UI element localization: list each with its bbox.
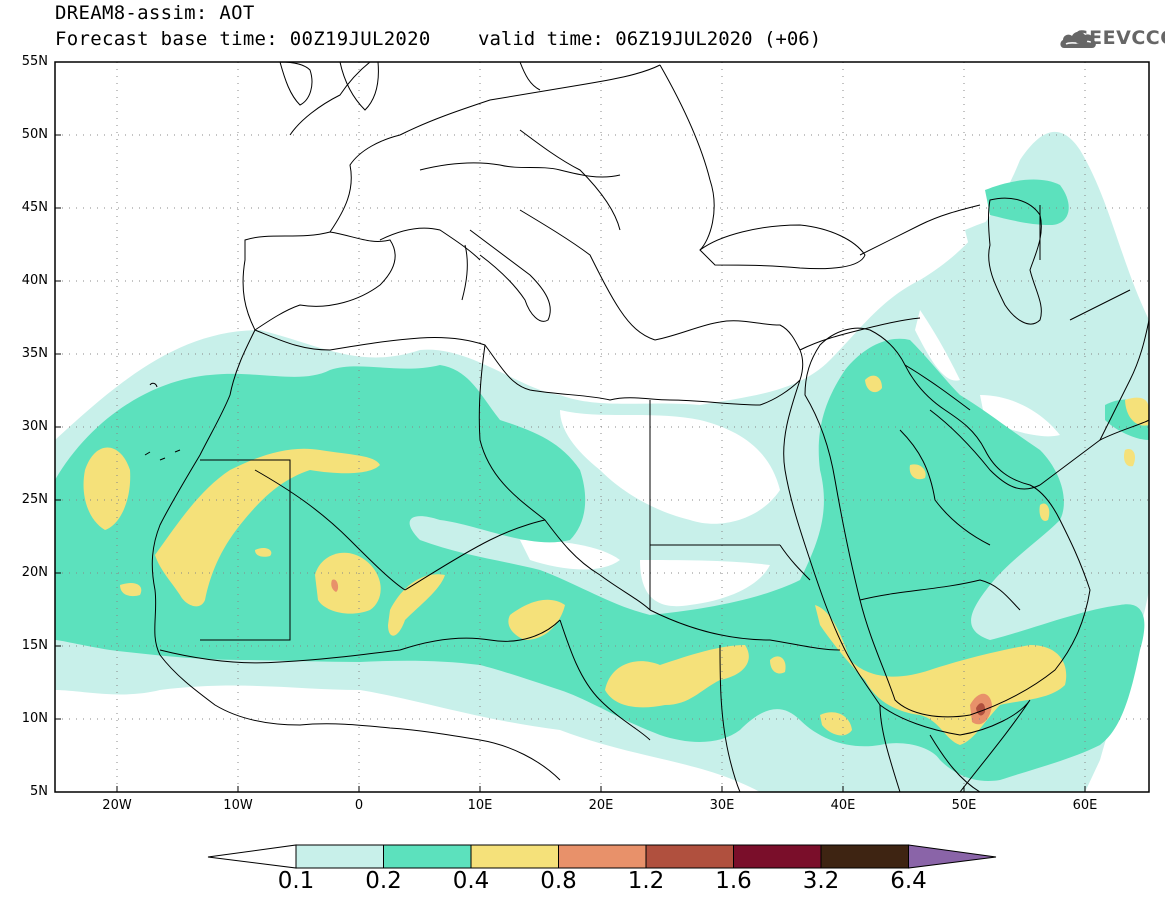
lon-label: 60E <box>1072 798 1098 813</box>
colorbar-label: 0.1 <box>277 868 315 894</box>
colorbar-swatch <box>820 844 909 869</box>
colorbar-label: 1.2 <box>627 868 665 894</box>
colorbar-label: 6.4 <box>890 868 927 894</box>
lon-label: 10E <box>467 798 493 813</box>
lat-label: 50N <box>21 127 48 142</box>
lon-label: 20E <box>588 798 614 813</box>
colorbar-swatch <box>733 844 822 869</box>
lat-label: 40N <box>21 273 48 288</box>
tick-marks <box>55 61 1086 792</box>
aot-field-clear <box>520 310 1060 607</box>
aot-field-high <box>83 375 1149 745</box>
colorbar-label: 0.2 <box>365 868 402 894</box>
coastlines <box>144 62 1149 792</box>
lat-label: 35N <box>21 346 48 361</box>
lat-label: 10N <box>21 711 48 726</box>
map-title: DREAM8-assim: AOT <box>55 2 255 24</box>
colorbar-over-arrow <box>908 844 997 869</box>
lat-label: 5N <box>30 784 48 799</box>
colorbar-swatch <box>383 844 472 869</box>
seevccc-cloud-logo-icon <box>1060 31 1096 48</box>
colorbar-swatch <box>558 844 647 869</box>
lat-label: 30N <box>21 419 48 434</box>
lat-label: 25N <box>21 492 48 507</box>
lat-label: 55N <box>21 54 48 69</box>
colorbar-swatch <box>470 844 559 869</box>
lon-label: 0 <box>354 798 364 813</box>
colorbar-under-arrow <box>207 844 297 869</box>
colorbar-swatch <box>295 844 384 869</box>
colorbar-label: 3.2 <box>802 868 840 894</box>
lat-label: 45N <box>21 200 48 215</box>
lat-label: 20N <box>21 565 48 580</box>
logo-text: SEEVCCC <box>1075 27 1165 49</box>
lon-label: 30E <box>709 798 735 813</box>
colorbar <box>207 844 997 869</box>
colorbar-swatch <box>645 844 734 869</box>
lon-label: 50E <box>951 798 977 813</box>
forecast-base-time: Forecast base time: 00Z19JUL2020 <box>55 28 431 50</box>
lat-label: 15N <box>21 638 48 653</box>
lon-label: 40E <box>830 798 856 813</box>
valid-time: valid time: 06Z19JUL2020 (+06) <box>478 28 822 50</box>
colorbar-label: 0.4 <box>452 868 490 894</box>
aot-field-peak <box>331 579 992 725</box>
colorbar-label: 1.6 <box>715 868 752 894</box>
lon-label: 20W <box>102 798 132 813</box>
colorbar-label: 0.8 <box>540 868 577 894</box>
graticule <box>55 62 1149 792</box>
lon-label: 10W <box>223 798 253 813</box>
